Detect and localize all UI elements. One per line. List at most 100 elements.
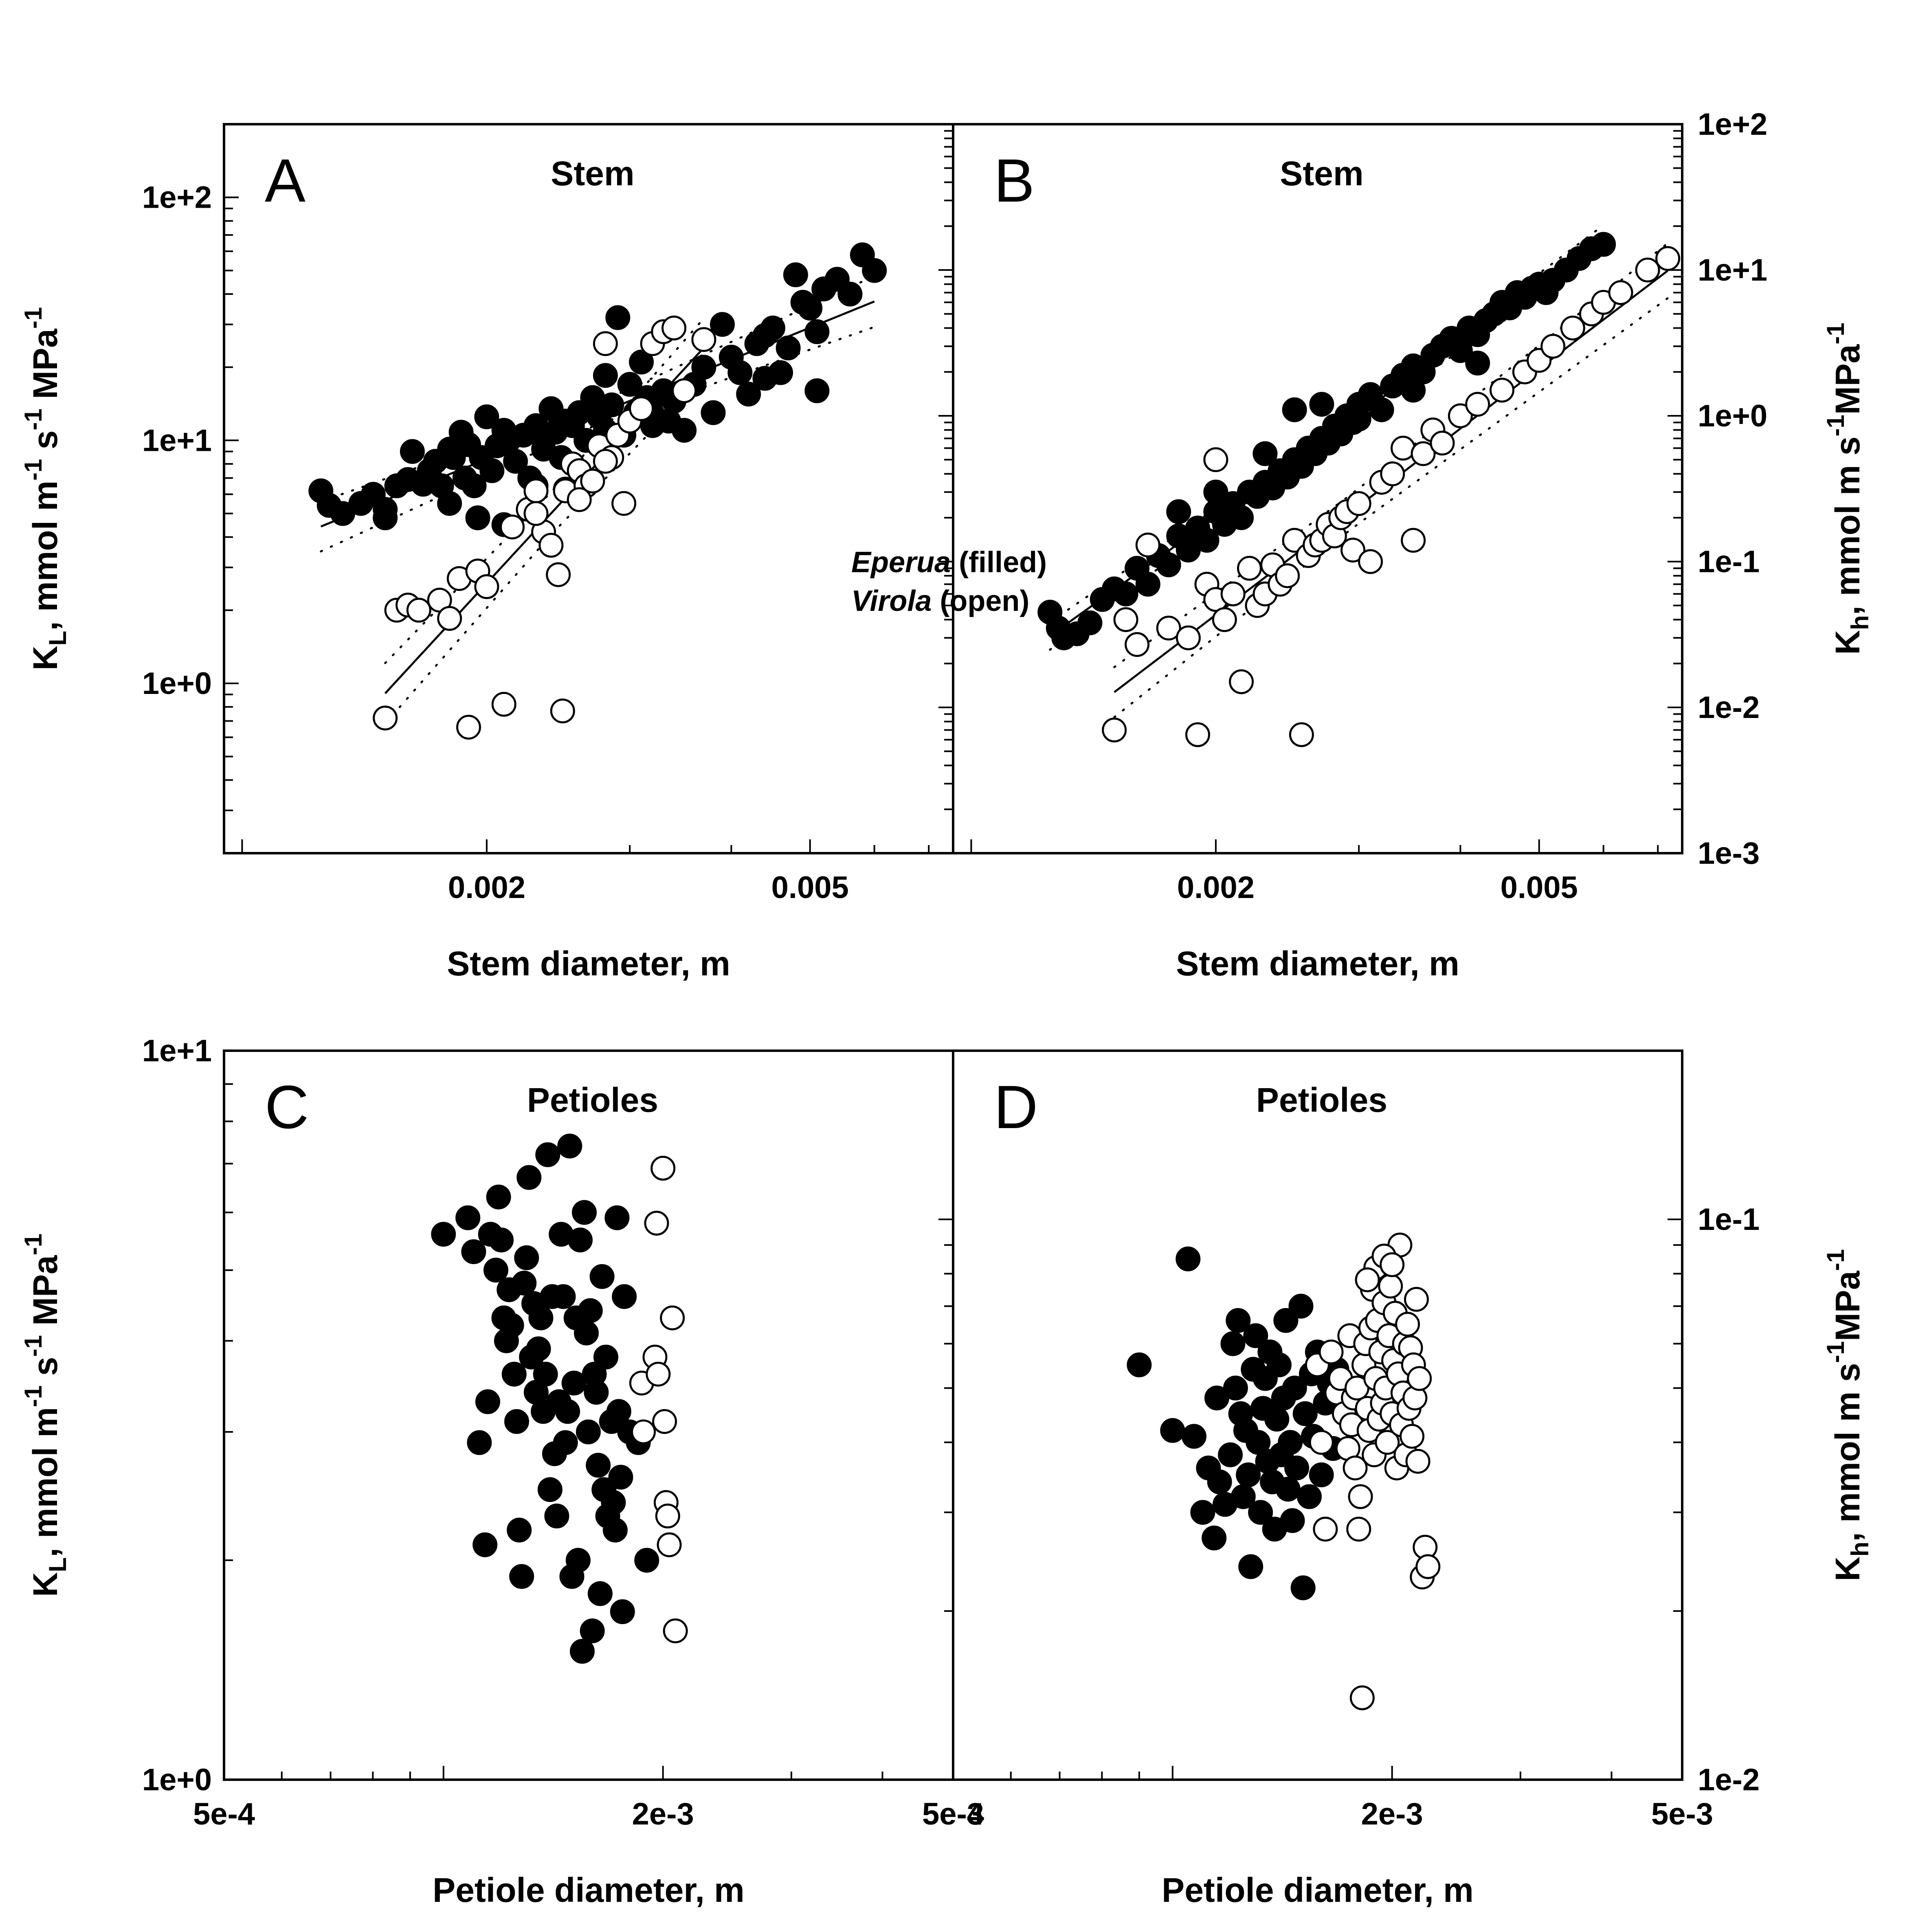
panel-d-eperua-point (1275, 1477, 1301, 1502)
panel-b-virola-point (1411, 441, 1436, 466)
panel-c-eperua-point (561, 1370, 587, 1396)
panel-c-eperua-point (431, 1222, 456, 1247)
panel-c-y-tick-label: 1e+0 (142, 1763, 212, 1797)
panel-d-eperua-point (1278, 1430, 1303, 1455)
panel-d-y-axis-title: Kh, mmol m s-1MPa-1 (1822, 1249, 1874, 1581)
panel-a-virola-point (474, 574, 499, 599)
panel-d-virola-point (1404, 1287, 1429, 1312)
panel-a-eperua-point (701, 400, 726, 425)
panel-b-confidence-lower (1113, 297, 1669, 718)
panel-a-eperua-point (837, 281, 863, 307)
panel-a-y-tick-label: 1e+2 (142, 180, 212, 215)
panel-d-virola-point (1346, 1517, 1371, 1542)
panel-c-eperua-point (574, 1320, 599, 1346)
panel-c-eperua-point (553, 1430, 578, 1455)
panel-c-virola-point (646, 1361, 671, 1387)
panel-c-eperua-point (578, 1298, 603, 1323)
panel-c-eperua-point (467, 1430, 492, 1455)
panel-a-eperua-point (617, 372, 642, 397)
panel-c-eperua-point (544, 1504, 569, 1528)
panel-b-virola-point (1346, 491, 1371, 516)
panel-d-eperua-point (1226, 1308, 1251, 1333)
panel-a-x-axis-title: Stem diameter, m (447, 944, 730, 983)
panel-c-eperua-point (557, 1133, 582, 1159)
panel-a-x-tick-label: 0.002 (448, 870, 525, 905)
panel-c-eperua-point (634, 1548, 659, 1573)
panel-a-eperua-point (798, 296, 823, 321)
panel-a-y-tick-label: 1e+0 (142, 666, 212, 701)
panel-b-y-tick-label: 1e-2 (1698, 690, 1760, 725)
panel-d-eperua-point (1207, 1469, 1232, 1495)
panel-b-eperua-point (1203, 479, 1228, 505)
panel-d-eperua-point (1273, 1308, 1299, 1333)
panel-c-eperua-point (504, 1409, 529, 1434)
panel-b-eperua-point (1156, 552, 1181, 577)
panel-b-virola-point (1203, 447, 1228, 472)
panel-a-eperua-point (760, 315, 785, 340)
panel-c-x-axis-title: Petiole diameter, m (433, 1871, 745, 1909)
panel-c-eperua-point (516, 1165, 542, 1190)
panel-d-virola-point (1349, 1685, 1375, 1710)
panel-d-virola-point (1400, 1424, 1425, 1449)
panel-c-eperua-point (501, 1361, 527, 1387)
panel-b-letter: B (994, 146, 1035, 215)
panel-c-eperua-point (551, 1284, 576, 1309)
panel-c-eperua-point (509, 1564, 534, 1589)
panel-c-title: Petioles (527, 1081, 658, 1119)
panel-c-eperua-point (514, 1245, 539, 1270)
panel-b-virola-point (1448, 403, 1473, 428)
panel-a-virola-point (456, 715, 481, 740)
panel-b-virola-point (1560, 316, 1585, 340)
panel-c-eperua-point (486, 1184, 511, 1210)
panel-c-eperua-point (507, 1517, 532, 1543)
panel-c-eperua-point (584, 1380, 609, 1405)
panel-c-eperua-point (499, 1313, 524, 1338)
panel-b-eperua-point (1166, 499, 1191, 524)
data-points (308, 232, 1681, 1710)
panel-c-eperua-point (512, 1271, 537, 1296)
panel-b-virola-point (1156, 615, 1181, 641)
panel-a-virola-point (593, 331, 618, 356)
panel-a-virola-point (567, 487, 592, 512)
panel-b-eperua-point (1113, 581, 1138, 606)
panel-b-virola-point (1176, 625, 1201, 650)
panel-a-eperua-point (727, 360, 753, 385)
legend-virola: Virola (open) (851, 585, 1029, 617)
panel-d-eperua-point (1309, 1462, 1334, 1487)
panel-b-virola-point (1358, 549, 1383, 574)
panel-b-eperua-point (1309, 392, 1334, 417)
panel-a-title: Stem (551, 154, 634, 193)
panel-c-eperua-point (555, 1399, 580, 1424)
panel-d-letter: D (994, 1073, 1038, 1141)
panel-b-virola-point (1490, 378, 1514, 403)
panel-c-eperua-point (576, 1419, 601, 1445)
panel-d-virola-point (1378, 1273, 1403, 1299)
panel-d-virola-point (1348, 1484, 1373, 1509)
panel-d-eperua-point (1190, 1500, 1215, 1525)
panel-a-eperua-point (437, 491, 462, 516)
panel-c-eperua-point (526, 1336, 551, 1361)
panel-b-virola-point (1465, 392, 1490, 417)
panel-c-eperua-point (586, 1453, 611, 1478)
panel-b-virola-point (1102, 718, 1127, 742)
panel-a-eperua-point (776, 335, 801, 360)
panel-c-x-tick-label: 5e-3 (922, 1797, 984, 1831)
panel-d-virola-point (1343, 1456, 1368, 1481)
panel-b-y-tick-label: 1e-1 (1698, 544, 1760, 579)
panel-a-eperua-point (465, 505, 490, 530)
panel-d-eperua-point (1181, 1424, 1206, 1449)
panel-a-virola-point (491, 692, 516, 717)
panel-a-virola-point (672, 378, 697, 403)
panel-d-virola-point (1355, 1267, 1380, 1293)
panel-a-virola-point (406, 597, 431, 623)
panel-c-eperua-point (472, 1532, 498, 1557)
panel-a-eperua-point (736, 382, 761, 407)
panel-a-eperua-point (461, 473, 487, 498)
panel-d-x-tick-label: 5e-3 (1651, 1797, 1713, 1831)
panel-b-x-tick-label: 0.005 (1501, 870, 1578, 905)
panel-d-eperua-point (1160, 1418, 1185, 1443)
panel-d-x-tick-label: 2e-3 (1361, 1797, 1423, 1831)
panel-b-virola-point (1540, 334, 1566, 359)
panel-b-x-axis-title: Stem diameter, m (1176, 944, 1459, 983)
text-labels: 1e+0 1e+1 1e+2 0.002 0.005 Stem diameter, m A S… (20, 107, 1874, 1909)
